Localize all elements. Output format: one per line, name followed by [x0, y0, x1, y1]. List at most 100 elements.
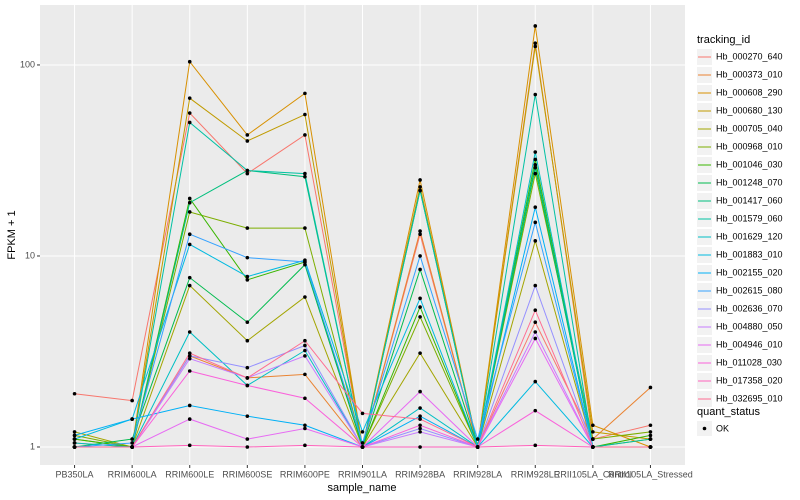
data-point	[533, 157, 538, 162]
legend-label: Hb_001883_010	[716, 249, 783, 259]
data-point	[418, 430, 422, 434]
legend-label: Hb_004880_050	[716, 321, 783, 331]
data-point	[533, 163, 538, 167]
data-point	[533, 171, 538, 176]
data-point	[533, 320, 538, 325]
x-tick-label: PB350LA	[56, 469, 94, 479]
data-point	[303, 348, 307, 353]
legend-title: tracking_id	[697, 34, 750, 46]
data-point	[245, 274, 250, 279]
data-point	[418, 445, 422, 449]
data-point	[418, 406, 422, 410]
legend-label: Hb_002615_080	[716, 285, 783, 295]
legend-label: Hb_001248_070	[716, 177, 783, 187]
data-point	[303, 171, 307, 176]
data-point	[475, 445, 480, 449]
data-point	[303, 372, 307, 377]
data-point	[360, 430, 365, 434]
data-point	[130, 398, 134, 403]
data-point	[303, 343, 307, 348]
data-point	[533, 165, 538, 170]
data-point	[187, 196, 192, 201]
data-point	[418, 426, 422, 431]
data-point	[187, 356, 192, 361]
legend-point	[702, 426, 707, 431]
data-point	[72, 433, 77, 438]
data-point	[418, 188, 422, 193]
legend-label: Hb_000968_010	[716, 141, 783, 151]
y-tick-label: 10	[25, 250, 35, 260]
data-point	[130, 441, 134, 445]
legend-label: Hb_002155_020	[716, 267, 783, 277]
data-point	[303, 91, 307, 96]
data-point	[187, 275, 192, 280]
x-tick-label: RRIM600LE	[165, 469, 214, 479]
data-point	[245, 226, 250, 230]
data-point	[72, 445, 77, 449]
x-tick-label: RRIM928LA	[453, 469, 502, 479]
legend-label: Hb_001629_120	[716, 231, 783, 241]
data-point	[187, 232, 192, 237]
x-tick-label: RRIM928BA	[395, 469, 445, 479]
data-point	[303, 226, 307, 230]
data-point	[187, 369, 192, 373]
data-point	[245, 338, 250, 343]
data-point	[187, 242, 192, 247]
data-point	[187, 120, 192, 125]
data-point	[533, 379, 538, 384]
data-point	[72, 430, 77, 434]
data-point	[418, 232, 422, 237]
legend-label: Hb_011028_030	[716, 357, 782, 367]
data-point	[418, 305, 422, 309]
x-tick-label: RRII105LA_Stressed	[608, 469, 693, 479]
data-point	[72, 437, 77, 441]
y-axis-label: FPKM + 1	[6, 210, 18, 259]
data-point	[533, 220, 538, 225]
data-point	[303, 396, 307, 401]
data-point	[187, 443, 192, 448]
data-point	[418, 389, 422, 394]
data-point	[360, 445, 365, 449]
x-tick-label: RRIM600PE	[280, 469, 330, 479]
data-point	[245, 376, 250, 380]
data-point	[533, 239, 538, 243]
data-point	[245, 255, 250, 260]
data-point	[418, 254, 422, 258]
data-point	[187, 59, 192, 64]
data-point	[245, 168, 250, 173]
data-point	[533, 24, 538, 28]
data-point	[533, 330, 538, 334]
data-point	[245, 320, 250, 325]
data-point	[245, 414, 250, 418]
data-point	[648, 430, 653, 434]
data-point	[418, 351, 422, 355]
data-point	[533, 41, 538, 45]
data-point	[245, 365, 250, 370]
data-point	[303, 174, 307, 179]
legend-label: Hb_002636_070	[716, 303, 783, 313]
legend-label: Hb_000373_010	[716, 69, 783, 79]
data-point	[648, 445, 653, 449]
data-point	[418, 229, 422, 233]
legend-label: Hb_004946_010	[716, 339, 783, 349]
legend-label: Hb_001579_060	[716, 213, 783, 223]
data-point	[130, 437, 134, 441]
data-point	[303, 133, 307, 137]
data-point	[591, 445, 595, 449]
legend-label: OK	[716, 423, 729, 433]
data-point	[591, 430, 595, 434]
data-point	[303, 338, 307, 343]
data-point	[533, 308, 538, 313]
data-point	[533, 408, 538, 413]
data-point	[418, 423, 422, 428]
data-point	[648, 433, 653, 438]
data-point	[187, 200, 192, 205]
data-point	[303, 354, 307, 358]
data-point	[533, 336, 538, 341]
y-tick-label: 100	[20, 59, 35, 69]
legend-label: Hb_032695_010	[716, 393, 783, 403]
data-point	[303, 112, 307, 117]
x-tick-label: RRIM901LA	[338, 469, 387, 479]
y-tick-label: 1	[30, 441, 35, 451]
data-point	[303, 295, 307, 299]
